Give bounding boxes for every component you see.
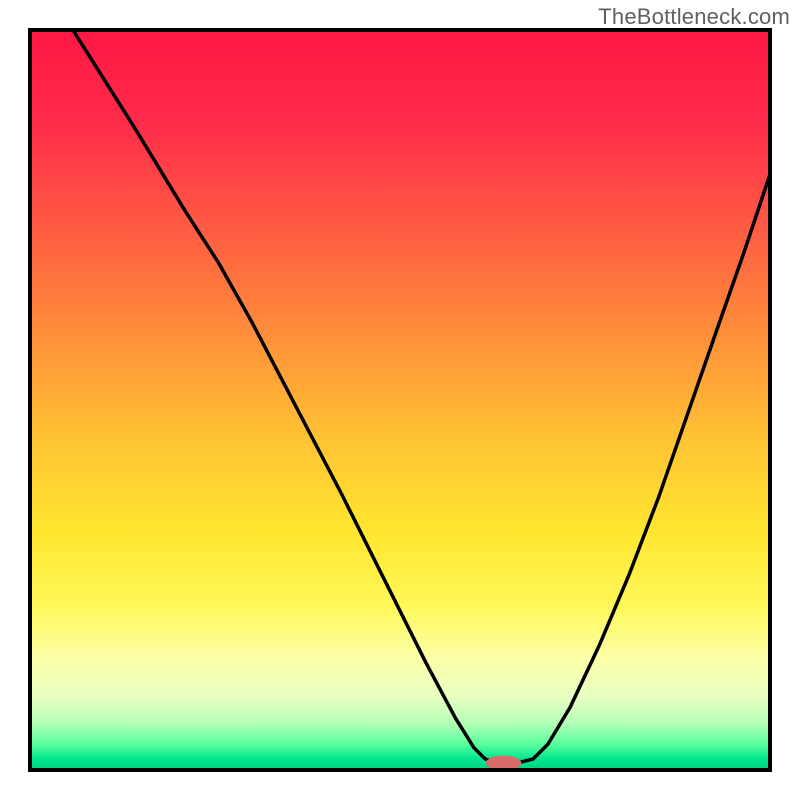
watermark-text: TheBottleneck.com: [598, 4, 790, 30]
bottleneck-chart: [0, 0, 800, 800]
